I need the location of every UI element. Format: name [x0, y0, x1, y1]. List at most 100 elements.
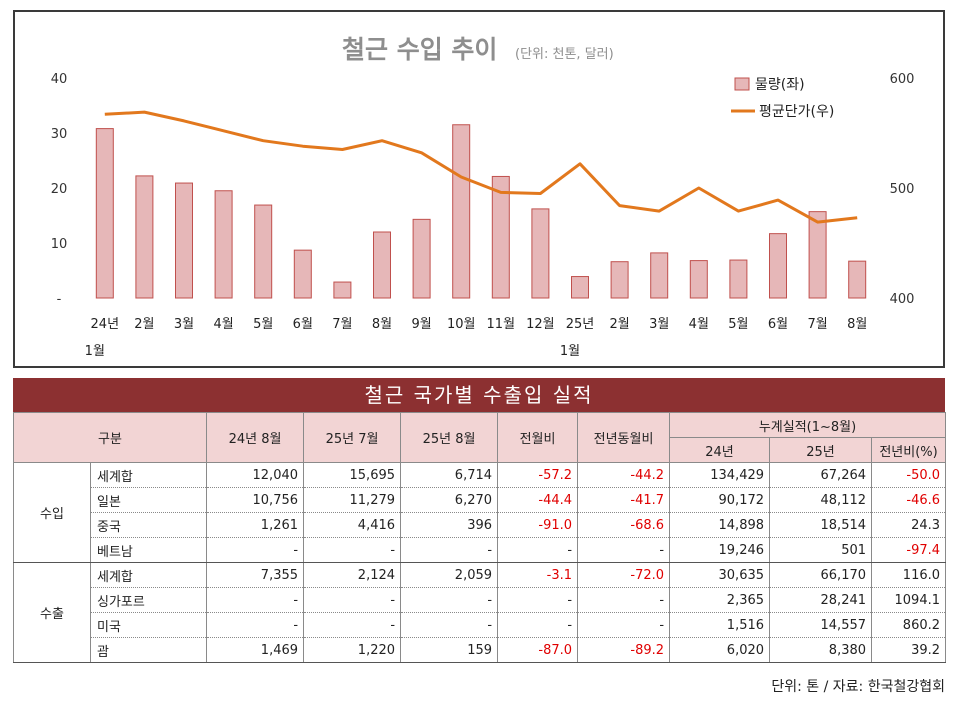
table-cell: -	[497, 537, 579, 563]
table-body: 수입 세계합 12,040 15,695 6,714 -57.2 -44.2 134,429 6…	[13, 462, 947, 663]
table-cell: 11,279	[303, 487, 402, 513]
row-name: 일본	[89, 487, 208, 513]
bar	[531, 208, 550, 299]
x-tick-label: 7월	[807, 317, 827, 332]
table-cell: 48,112	[769, 487, 873, 513]
table-cell: 2,059	[400, 562, 499, 588]
table-cell: 4,416	[303, 512, 402, 538]
bar	[175, 182, 193, 299]
table-cell: -97.4	[871, 537, 947, 563]
x-tick-label: 9월	[411, 317, 431, 332]
table-cell: -	[577, 612, 671, 638]
row-name: 베트남	[89, 537, 208, 563]
x-tick-label: 8월	[372, 317, 392, 332]
header-cumulative: 누계실적(1~8월)	[669, 412, 947, 438]
table-cell: 396	[400, 512, 499, 538]
table-cell: 10,756	[206, 487, 305, 513]
table-cell: 12,040	[206, 462, 305, 488]
table-cell: -41.7	[577, 487, 671, 513]
x-tick-label: 5월	[728, 317, 748, 332]
group-label: 수입	[13, 462, 91, 563]
table-cell: -	[400, 537, 499, 563]
table-cell: 860.2	[871, 612, 947, 638]
table-cell: 501	[769, 537, 873, 563]
table-row: 중국 1,261 4,416 396 -91.0 -68.6 14,898 18,514 24.…	[14, 512, 947, 538]
x-tick-label: 2월	[609, 317, 629, 332]
table-cell: 18,514	[769, 512, 873, 538]
table-cell: 134,429	[669, 462, 771, 488]
bar	[848, 260, 867, 299]
x-tick-label: 7월	[332, 317, 352, 332]
table-cell: 19,246	[669, 537, 771, 563]
table-row: 미국 - - - - -1,516 14,557 860.2	[14, 612, 947, 638]
table-cell: 8,380	[769, 637, 873, 663]
legend-bar-swatch	[734, 77, 750, 91]
table-cell: -72.0	[577, 562, 671, 588]
table-cell: -89.2	[577, 637, 671, 663]
table-cell: 30,635	[669, 562, 771, 588]
table-cell: -	[206, 612, 305, 638]
table-cell: 6,714	[400, 462, 499, 488]
table-title: 철근 국가별 수출입 실적	[13, 378, 945, 412]
row-name: 중국	[89, 512, 208, 538]
header-c4: 전월비	[497, 412, 579, 463]
bar	[610, 261, 629, 299]
x-tick-label: 6월	[768, 317, 788, 332]
header-c1: 24년 8월	[206, 412, 305, 463]
chart-title: 철근 수입 추이	[342, 35, 497, 64]
bar	[254, 204, 273, 299]
table-cell: -	[303, 612, 402, 638]
table-cell: -	[497, 612, 579, 638]
table-cell: -68.6	[577, 512, 671, 538]
header-c6: 24년	[669, 437, 771, 463]
x-tick-label: 4월	[689, 317, 709, 332]
table-cell: -50.0	[871, 462, 947, 488]
import-trend-chart: 철근 수입 추이 (단위: 천톤, 달러) - 10 20 30 40 400 500 600 24…	[13, 10, 945, 368]
y-right-tick-label: 600	[890, 72, 915, 87]
header-c2: 25년 7월	[303, 412, 402, 463]
price-line	[104, 110, 858, 224]
bar	[729, 259, 748, 299]
trade-table-section: 철근 국가별 수출입 실적 구분 24년 8월 25년 7월 25년 8월 전월…	[12, 378, 947, 663]
y-left-tick-label: -	[57, 292, 62, 307]
row-name: 괌	[89, 637, 208, 663]
y-left-tick-label: 30	[51, 127, 68, 142]
bar	[333, 281, 352, 299]
chart-canvas: 철근 수입 추이 (단위: 천톤, 달러) - 10 20 30 40 400 500 600 24…	[51, 35, 915, 359]
bar	[452, 124, 471, 299]
y-right-tick-label: 500	[890, 182, 915, 197]
table-row: 베트남 - - - - -19,246 501 -97.4	[14, 537, 947, 563]
chart-subtitle: (단위: 천톤, 달러)	[515, 47, 614, 62]
table-cell: 2,365	[669, 587, 771, 613]
table-cell: 116.0	[871, 562, 947, 588]
header-category: 구분	[12, 412, 208, 463]
x-tick-label: 4월	[213, 317, 233, 332]
table-cell: -	[577, 587, 671, 613]
table-cell: -	[303, 587, 402, 613]
table-cell: 14,557	[769, 612, 873, 638]
table-cell: 1,220	[303, 637, 402, 663]
header-c8: 전년비(%)	[871, 437, 947, 463]
x-tick-label: 3월	[649, 317, 669, 332]
row-name: 세계합	[89, 562, 208, 588]
table-cell: -91.0	[497, 512, 579, 538]
table-cell: 14,898	[669, 512, 771, 538]
table-cell: -3.1	[497, 562, 579, 588]
row-name: 미국	[89, 612, 208, 638]
table-cell: 1,469	[206, 637, 305, 663]
table-row: 싱가포르 - - - - -2,365 28,241 1094.1	[14, 587, 947, 613]
table-cell: 6,270	[400, 487, 499, 513]
bar	[491, 175, 510, 299]
x-tick-label: 5월	[253, 317, 273, 332]
table-cell: -57.2	[497, 462, 579, 488]
y-left-tick-label: 40	[51, 72, 68, 87]
legend-bar-label: 물량(좌)	[755, 77, 805, 93]
header-c5: 전년동월비	[577, 412, 671, 463]
table-row: 수출 세계합 7,355 2,124 2,059 -3.1 -72.0 30,635 66,17…	[13, 562, 947, 663]
table-cell: 7,355	[206, 562, 305, 588]
table-cell: -	[400, 587, 499, 613]
x-tick-label: 24년 1월	[85, 317, 119, 359]
table-cell: -	[497, 587, 579, 613]
bar	[650, 252, 669, 299]
table-cell: -	[206, 537, 305, 563]
